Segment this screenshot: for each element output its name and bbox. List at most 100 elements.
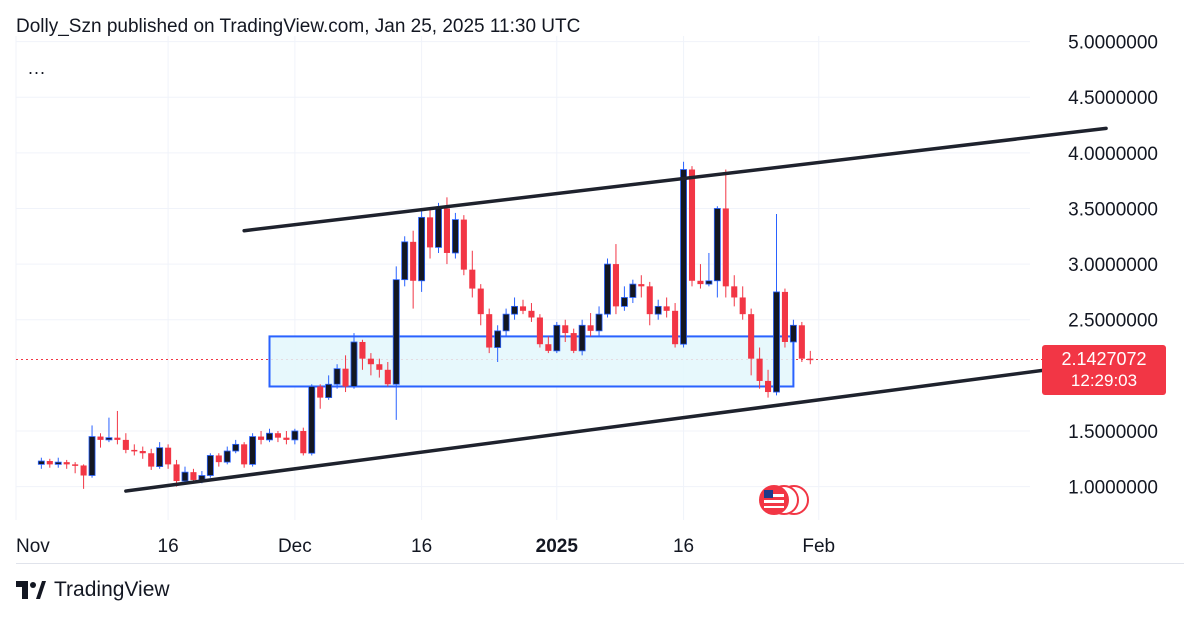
candle-body xyxy=(663,306,670,311)
candle-body xyxy=(545,344,552,351)
candle-body xyxy=(333,368,341,385)
candle-body xyxy=(392,279,400,385)
candle-body xyxy=(477,288,484,315)
candle-body xyxy=(502,313,510,332)
candle-body xyxy=(595,313,603,332)
trendlines xyxy=(124,126,1108,493)
candle-body xyxy=(274,433,281,438)
grid xyxy=(15,36,1042,520)
candle-body xyxy=(578,324,586,352)
y-tick-label: 1.0000000 xyxy=(1068,478,1158,499)
candle-body xyxy=(511,305,518,315)
candle-body xyxy=(249,436,257,465)
us-flag-event-icon[interactable] xyxy=(759,485,809,515)
trendline xyxy=(124,360,1108,493)
candle-body xyxy=(122,439,129,450)
candle-body xyxy=(646,286,653,315)
candle-body xyxy=(443,208,450,253)
y-tick-label: 4.5000000 xyxy=(1068,88,1158,109)
candle-body xyxy=(350,341,358,387)
candle-body xyxy=(418,216,426,282)
candle-body xyxy=(139,451,146,454)
candle-body xyxy=(427,217,434,248)
x-tick-label: 16 xyxy=(158,536,179,557)
candle-body xyxy=(291,430,299,441)
candle-body xyxy=(72,464,79,466)
candle-body xyxy=(765,380,772,393)
y-tick-label: 1.5000000 xyxy=(1068,422,1158,443)
candle-body xyxy=(460,219,467,270)
candle-body xyxy=(697,280,704,285)
candle-body xyxy=(612,264,619,307)
candle-body xyxy=(587,325,594,331)
trendline xyxy=(242,126,1108,233)
candle-body xyxy=(241,444,248,465)
candle-body xyxy=(105,437,113,441)
candle-body xyxy=(97,436,104,440)
candle-body xyxy=(528,310,535,318)
candle-body xyxy=(114,437,121,440)
candle-body xyxy=(342,368,349,387)
x-tick-label: Nov xyxy=(16,536,50,557)
candle-body xyxy=(789,324,797,343)
candle-body xyxy=(63,462,70,465)
candle-body xyxy=(739,297,746,315)
last-price-tag: 2.1427072 12:29:03 xyxy=(1042,345,1166,395)
candle-body xyxy=(173,464,180,482)
candle-body xyxy=(37,460,45,465)
candle-body xyxy=(451,219,459,254)
footer: TradingView xyxy=(16,578,170,602)
candle-body xyxy=(773,291,780,393)
y-axis: 5.0000000 4.5000000 4.0000000 3.5000000 3.00… xyxy=(1068,33,1158,499)
candle-body xyxy=(376,364,383,370)
candle-body xyxy=(553,324,561,352)
tradingview-logo-icon xyxy=(16,581,46,599)
candle-body xyxy=(680,169,687,345)
candles xyxy=(37,161,814,489)
candle-body xyxy=(283,437,290,440)
candle-body xyxy=(46,461,53,465)
candle-body xyxy=(756,358,763,381)
candle-body xyxy=(215,455,222,463)
candle-body xyxy=(80,465,87,476)
candle-body xyxy=(435,208,442,248)
publish-header: Dolly_Szn published on TradingView.com, … xyxy=(16,16,581,37)
last-price-value: 2.1427072 xyxy=(1061,349,1147,369)
candle-body xyxy=(148,453,155,467)
footer-brand: TradingView xyxy=(54,578,170,601)
candle-body xyxy=(519,306,527,311)
candle-body xyxy=(798,325,805,359)
x-tick-label: 16 xyxy=(411,536,432,557)
y-tick-label: 4.0000000 xyxy=(1068,144,1158,165)
candle-body xyxy=(688,169,696,281)
y-tick-label: 2.5000000 xyxy=(1068,311,1158,332)
candle-body xyxy=(232,443,240,452)
candle-body xyxy=(258,436,265,440)
y-tick-label: 3.0000000 xyxy=(1068,255,1158,276)
candle-body xyxy=(325,383,333,399)
x-tick-label: Feb xyxy=(802,536,835,557)
candle-body xyxy=(367,358,374,365)
candle-body xyxy=(359,341,366,359)
x-axis: Nov 16 Dec 16 2025 16 Feb xyxy=(16,536,835,557)
candle-body xyxy=(181,471,189,482)
candle-body xyxy=(781,291,788,342)
candle-body xyxy=(401,241,409,281)
candle-body xyxy=(748,314,755,359)
candle-body xyxy=(156,447,164,467)
bar-countdown: 12:29:03 xyxy=(1070,371,1138,390)
candle-body xyxy=(486,314,493,348)
candle-body xyxy=(131,449,138,452)
candle-body xyxy=(705,280,713,285)
candle-body xyxy=(570,333,577,351)
candle-body xyxy=(536,317,543,345)
candle-body xyxy=(620,297,628,307)
candle-body xyxy=(722,208,729,287)
candle-body xyxy=(266,432,273,441)
candle-body xyxy=(713,208,721,282)
more-menu[interactable]: ... xyxy=(28,58,47,78)
candle-body xyxy=(410,241,417,281)
candle-body xyxy=(308,386,316,454)
candle-body xyxy=(384,369,391,385)
